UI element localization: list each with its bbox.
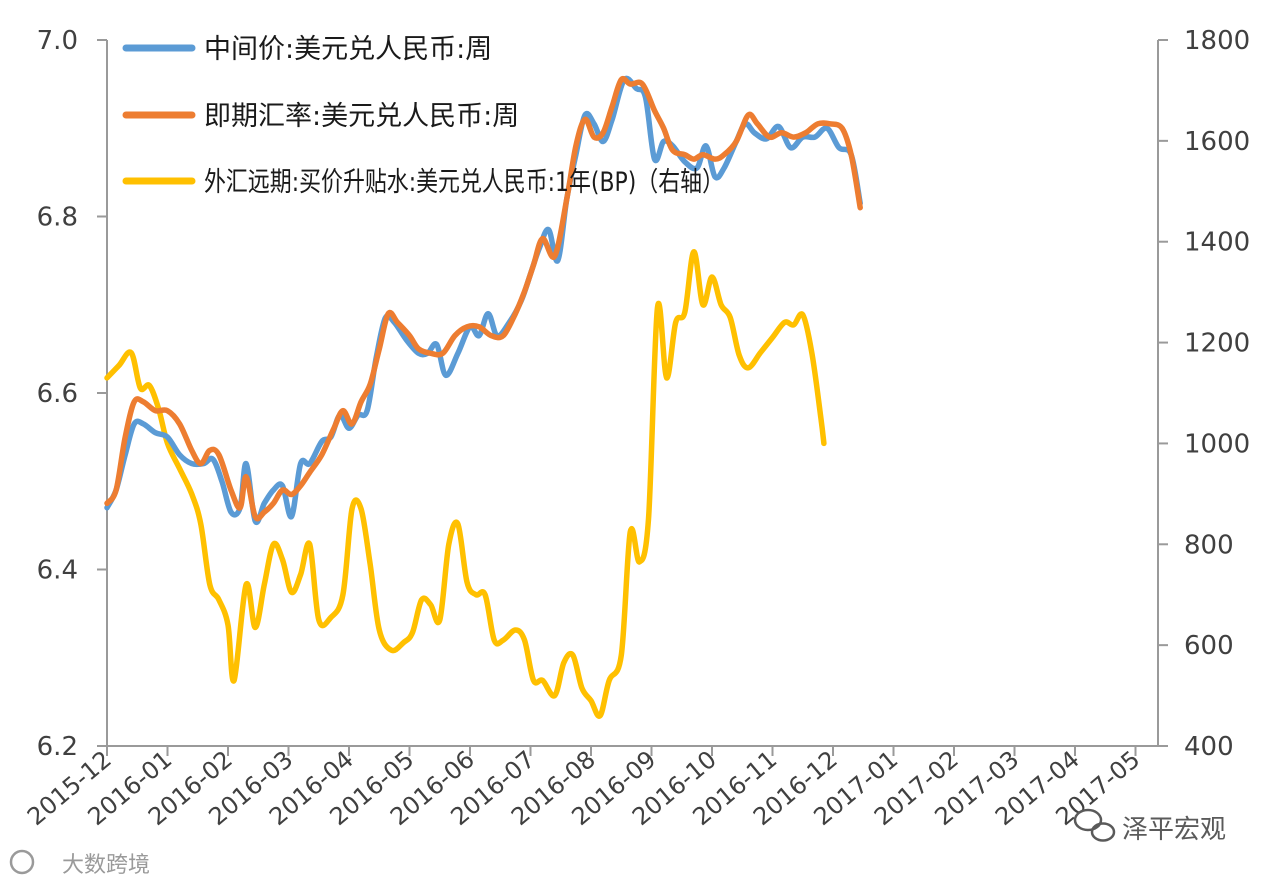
- left-tick-label: 6.2: [37, 732, 78, 762]
- right-tick-label: 600: [1184, 631, 1234, 661]
- legend: 中间价:美元兑人民币:周 即期汇率:美元兑人民币:周 外汇远期:买价升贴水:美元…: [122, 34, 724, 198]
- watermark-text-left: 大数跨境: [62, 853, 150, 878]
- series-layer: [104, 75, 863, 719]
- legend-label-spot-rate: 即期汇率:美元兑人民币:周: [204, 101, 519, 132]
- legend-item-spot-rate: 即期汇率:美元兑人民币:周: [122, 101, 519, 132]
- x-axis-ticks: 2015-122016-012016-022016-032016-042016-…: [22, 745, 1145, 831]
- right-tick-label: 400: [1184, 732, 1234, 762]
- wechat-icon: [1073, 808, 1116, 842]
- watermark-left: 大数跨境: [9, 849, 150, 878]
- left-tick-label: 6.8: [37, 203, 78, 233]
- left-tick-label: 6.4: [37, 556, 78, 586]
- series-line-mid-price: [104, 75, 863, 526]
- left-tick-label: 6.6: [37, 379, 78, 409]
- legend-item-forward-points: 外汇远期:买价升贴水:美元兑人民币:1年(BP)（右轴）: [122, 167, 724, 198]
- left-tick-label: 7.0: [37, 26, 78, 56]
- axes: [106, 40, 1159, 747]
- legend-label-mid-price: 中间价:美元兑人民币:周: [204, 34, 492, 65]
- right-tick-label: 1200: [1184, 329, 1250, 359]
- right-tick-label: 1800: [1184, 26, 1250, 56]
- right-tick-label: 1600: [1184, 127, 1250, 157]
- watermark-right: 泽平宏观: [1073, 808, 1226, 845]
- right-axis-ticks: 400 600 800 1000 1200 1400 1600 1800: [1158, 26, 1250, 762]
- watermark-text-right: 泽平宏观: [1122, 815, 1226, 845]
- legend-item-mid-price: 中间价:美元兑人民币:周: [122, 34, 492, 65]
- legend-label-forward-points: 外汇远期:买价升贴水:美元兑人民币:1年(BP)（右轴）: [204, 167, 724, 198]
- left-axis-ticks: 6.2 6.4 6.6 6.8 7.0: [37, 26, 107, 762]
- right-tick-label: 800: [1184, 530, 1234, 560]
- series-line-spot-rate: [104, 75, 863, 522]
- right-tick-label: 1000: [1184, 429, 1250, 459]
- series-line-forward-points: [104, 249, 827, 719]
- right-tick-label: 1400: [1184, 228, 1250, 258]
- watermark-logo-icon: [9, 849, 35, 875]
